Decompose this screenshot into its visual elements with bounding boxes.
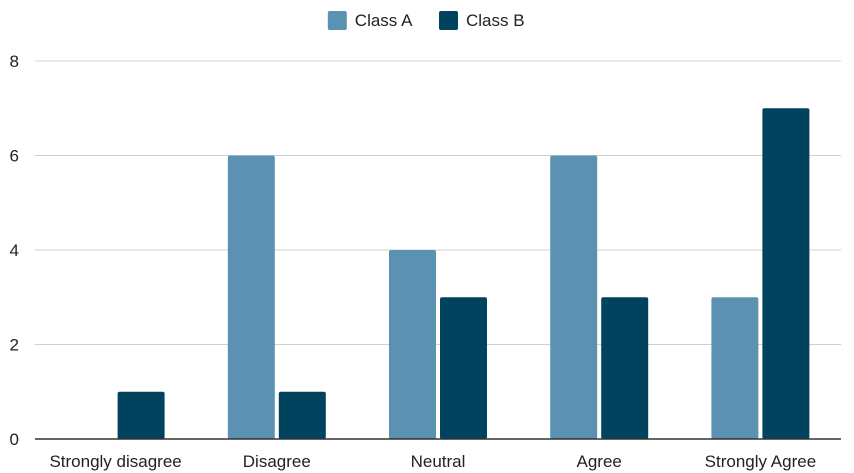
x-tick-label: Neutral [411, 452, 466, 471]
y-tick-label: 4 [10, 241, 19, 260]
y-tick-label: 8 [10, 52, 19, 71]
legend-label: Class B [466, 11, 525, 30]
bar-class-a-neutral [389, 250, 436, 439]
y-axis-ticks: 0 2 4 6 8 [10, 52, 19, 449]
legend-item-class-b: Class B [439, 11, 525, 30]
x-tick-label: Disagree [243, 452, 311, 471]
legend: Class A Class B [327, 11, 525, 30]
bar-class-b-agree [601, 297, 649, 439]
x-axis-ticks: Strongly disagree Disagree Neutral Agree Str… [49, 452, 816, 471]
bar-class-b-disagree [278, 391, 326, 439]
x-tick-label: Agree [577, 452, 622, 471]
bar-class-b-strongly-disagree [117, 391, 165, 439]
legend-swatch [439, 11, 458, 30]
bar-class-b-strongly-agree [762, 108, 810, 439]
legend-swatch [327, 11, 347, 30]
y-tick-label: 0 [10, 430, 19, 449]
y-tick-label: 2 [10, 336, 19, 355]
y-tick-label: 6 [10, 147, 19, 166]
gridlines [35, 60, 841, 345]
x-tick-label: Strongly disagree [49, 452, 181, 471]
bars [117, 108, 810, 439]
legend-label: Class A [355, 11, 413, 30]
bar-class-a-strongly-agree [711, 297, 759, 439]
legend-item-class-a: Class A [327, 11, 413, 30]
x-tick-label: Strongly Agree [705, 452, 817, 471]
bar-class-b-neutral [440, 297, 487, 439]
bar-class-a-disagree [227, 155, 275, 439]
bar-class-a-agree [550, 155, 598, 439]
